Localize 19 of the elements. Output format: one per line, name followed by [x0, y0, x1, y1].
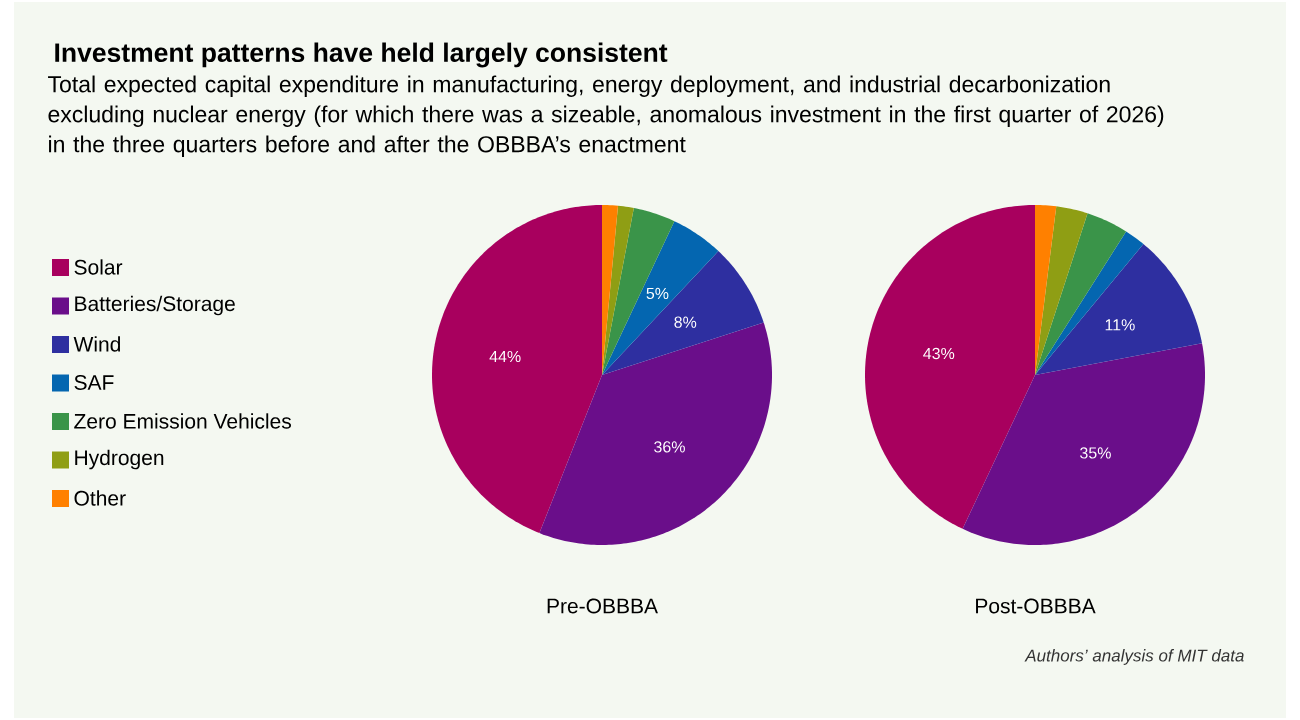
data-label: 44% — [489, 350, 521, 363]
data-label: 35% — [1080, 447, 1111, 459]
legend-label: Wind — [73, 336, 121, 352]
legend-label: Batteries/Storage — [75, 295, 235, 316]
legend-label: SAF — [74, 375, 114, 390]
text: Post-OBBBA — [976, 598, 1096, 614]
legend-label: Zero Emission Vehicles — [74, 413, 291, 429]
data-label: 8% — [674, 316, 697, 328]
legend-label: Hydrogen — [75, 449, 164, 470]
data-label: 36% — [654, 441, 685, 453]
legend-label: Other — [74, 490, 126, 506]
legend-label: Solar — [74, 259, 123, 275]
text: Authors’ analysis of MIT data — [1024, 649, 1244, 665]
data-label: 11% — [1105, 319, 1135, 331]
chart-subtitle: Total expected capital expenditure in manufacturing, energy deployment, and industrial decarbonization excluding nuclear energy (for which there was a sizeable, anomalous investment in the first quarter of 2026) in the three quarters before and after the OBBBA’s enactment — [48, 75, 1164, 157]
data-label: 5% — [646, 287, 669, 300]
text: Pre-OBBBA — [547, 598, 658, 614]
data-label: 43% — [923, 347, 955, 360]
chart-title: Investment patterns have held largely consistent — [55, 42, 668, 68]
